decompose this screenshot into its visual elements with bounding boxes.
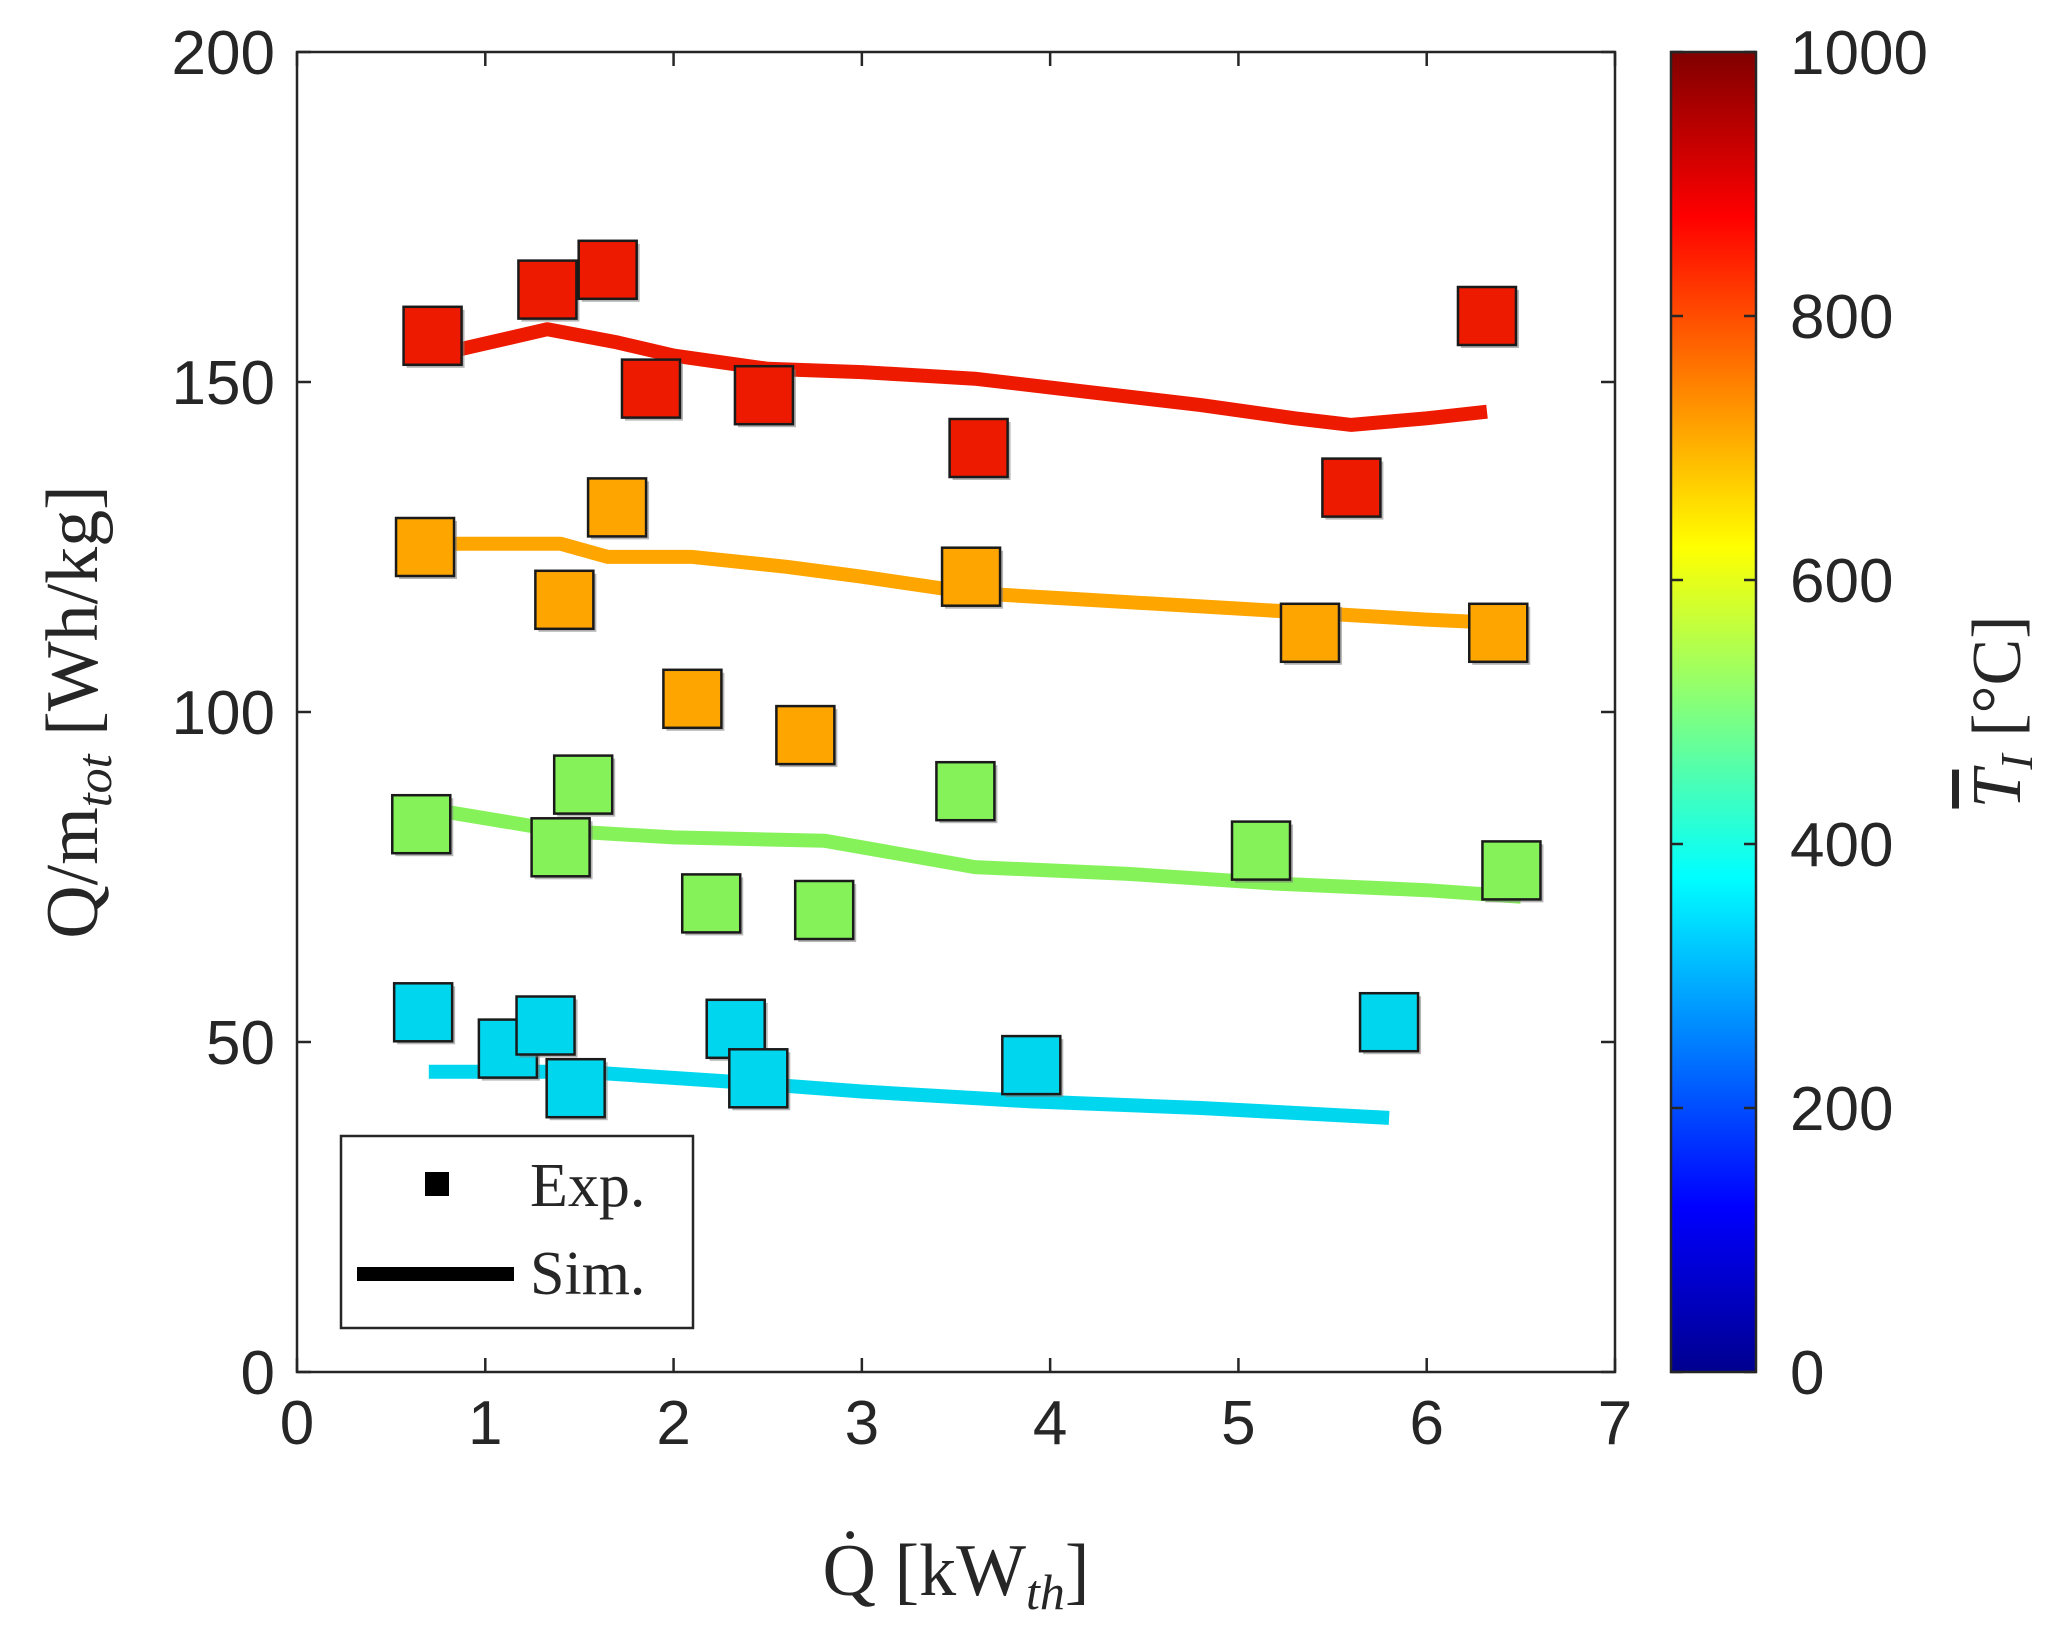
exp-marker <box>515 995 576 1056</box>
exp-marker <box>1279 602 1341 664</box>
exp-marker <box>940 546 1002 607</box>
colorbar-label: TI [°C] <box>1959 615 2042 808</box>
y-axis: 0 50 100 150 200 <box>172 19 1615 1408</box>
exp-marker <box>1456 285 1518 347</box>
exp-marker <box>733 364 795 426</box>
x-axis-label: Q̇ [kWth] <box>823 1530 1090 1620</box>
colorbar-tick-label: 800 <box>1790 283 1893 352</box>
x-tick-label: 0 <box>280 1389 314 1458</box>
exp-marker <box>577 239 638 301</box>
exp-marker <box>1468 602 1529 664</box>
x-tick-label: 5 <box>1221 1389 1255 1458</box>
x-tick-label: 4 <box>1033 1389 1067 1458</box>
exp-marker <box>1230 820 1292 881</box>
exp-marker <box>775 704 836 766</box>
exp-marker <box>793 879 855 941</box>
exp-marker <box>1321 457 1382 518</box>
colorbar-tick-label: 200 <box>1790 1075 1893 1144</box>
exp-marker <box>534 569 595 631</box>
legend-sim-label: Sim. <box>530 1240 645 1308</box>
y-tick-label: 150 <box>172 349 275 418</box>
colorbar-tick-label: 0 <box>1790 1339 1824 1408</box>
x-tick-label: 1 <box>468 1389 502 1458</box>
y-tick-label: 0 <box>241 1339 275 1408</box>
x-tick-label: 3 <box>845 1389 879 1458</box>
exp-marker <box>586 477 648 538</box>
y-tick-label: 100 <box>172 679 275 748</box>
x-tick-label: 7 <box>1598 1389 1632 1458</box>
exp-marker <box>1481 840 1542 901</box>
colorbar-tick-label: 400 <box>1790 811 1893 880</box>
y-axis-label: Q/mtot [Wh/kg] <box>32 485 122 939</box>
exp-marker <box>1001 1034 1062 1096</box>
legend-box <box>339 1134 695 1330</box>
exp-marker <box>728 1048 789 1109</box>
exp-marker <box>545 1057 606 1119</box>
legend-exp-label: Exp. <box>530 1152 645 1220</box>
exp-marker <box>402 305 463 367</box>
y-tick-label: 50 <box>206 1009 275 1078</box>
legend-exp-marker <box>425 1172 449 1196</box>
sim-line <box>431 322 1488 432</box>
exp-marker <box>620 358 682 419</box>
x-tick-label: 6 <box>1409 1389 1443 1458</box>
series-layer <box>391 239 1544 1125</box>
legend: Exp. Sim. <box>339 1134 695 1330</box>
exp-marker <box>662 668 723 730</box>
y-tick-label: 200 <box>172 19 275 88</box>
exp-marker <box>530 817 591 878</box>
colorbar-tick-label: 600 <box>1790 547 1893 616</box>
exp-marker <box>391 793 452 855</box>
exp-marker <box>948 417 1009 479</box>
colorbar-tick-label: 1000 <box>1790 19 1928 88</box>
x-tick-label: 2 <box>656 1389 690 1458</box>
exp-marker <box>680 873 742 934</box>
exp-marker <box>394 516 456 578</box>
exp-marker <box>392 982 454 1043</box>
exp-marker <box>935 760 996 822</box>
x-axis: 0 1 2 3 4 5 6 7 <box>280 52 1632 1458</box>
exp-marker <box>517 259 578 320</box>
sim-line <box>420 800 1522 904</box>
colorbar <box>1669 50 1758 1374</box>
exp-marker <box>1358 991 1420 1053</box>
exp-marker <box>552 754 614 815</box>
colorbar-ticks: 0 200 400 600 800 1000 <box>1671 19 1928 1408</box>
